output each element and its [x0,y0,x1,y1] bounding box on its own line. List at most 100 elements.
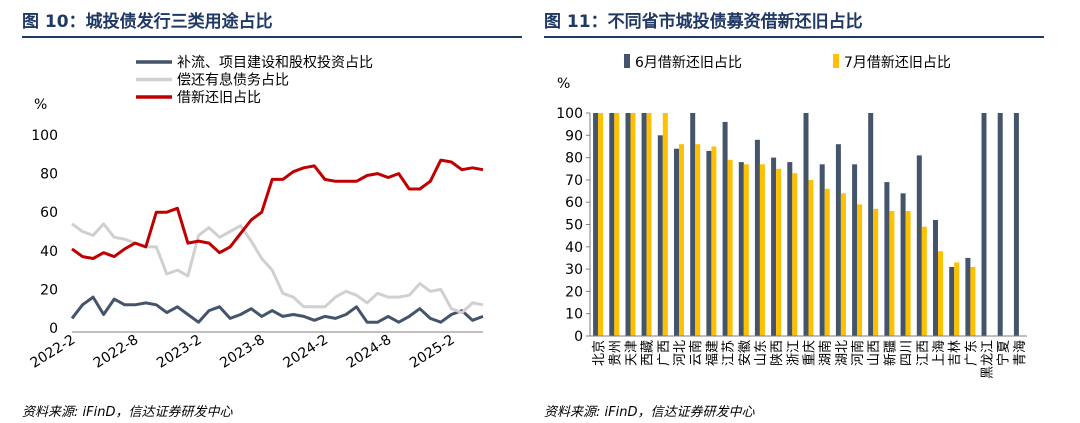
right-bar [662,113,668,336]
right-bar [808,179,814,336]
right-x-tick-label: 青海 [1013,340,1028,366]
right-bar [593,113,599,336]
right-x-tick-label: 云南 [688,340,704,366]
left-series-line [70,295,484,324]
right-y-tick-label: 50 [565,218,583,234]
right-x-tick-label: 北京 [592,340,607,366]
right-bar [852,164,858,336]
right-bar [1013,113,1019,336]
right-bar [921,226,927,336]
right-bar [706,150,712,336]
right-bar [771,157,777,336]
right-y-axis-unit: % [557,76,570,92]
right-bar [609,113,615,336]
left-legend-label: 补流、项目建设和股权投资占比 [177,55,373,71]
right-legend-swatch [833,54,839,68]
left-series-line [71,222,484,315]
right-bar [949,266,955,336]
right-y-tick-label: 20 [565,284,583,300]
right-x-tick-label: 浙江 [786,340,801,366]
right-x-tick-label: 河北 [673,340,688,366]
right-bar [884,182,890,336]
right-legend-swatch [624,54,630,68]
right-y-tick-label: 90 [565,128,583,144]
right-bar [641,113,647,336]
right-bar [727,159,733,336]
left-x-tick-label: 2024-2 [281,332,332,372]
right-x-tick-label: 江西 [916,340,931,366]
right-bar [873,208,879,336]
right-x-tick-label: 福建 [705,340,720,366]
right-bar [840,193,846,336]
left-y-tick-label: 40 [40,244,58,260]
left-x-tick-label: 2022-2 [28,332,79,372]
right-bar [630,113,636,336]
right-bar [900,193,906,336]
right-bar [824,188,830,336]
right-bar [889,211,895,336]
right-x-tick-label: 安徽 [738,340,753,366]
right-bar-chart: 6月借新还旧占比 7月借新还旧占比% 0 10 20 30 40 50 60 70 80 90 100 北… [556,54,1028,379]
right-x-tick-label: 四川 [900,340,915,366]
left-x-tick-label: 2023-2 [154,332,205,372]
right-y-tick-label: 30 [565,262,583,278]
right-y-tick-label: 40 [565,240,583,256]
left-y-tick-label: 60 [40,205,58,221]
right-source-note: 资料来源: iFinD，信达证券研发中心 [544,405,755,420]
left-legend-label: 偿还有息债务占比 [177,72,289,89]
right-x-tick-label: 山西 [867,340,882,366]
right-bar [835,144,841,336]
right-bar [711,146,717,336]
right-bar [776,168,782,337]
right-bar [905,211,911,336]
right-x-tick-label: 西藏 [641,340,656,366]
right-bar [657,135,663,336]
right-bar [938,251,943,336]
right-bar [625,113,631,336]
right-x-tick-label: 宁夏 [996,340,1012,366]
right-legend-label: 7月借新还旧占比 [844,55,951,71]
left-legend-label: 借新还旧占比 [177,90,261,106]
right-x-tick-label: 新疆 [882,340,898,366]
right-bar [916,155,922,336]
left-series-line [71,158,484,260]
right-bar [598,113,604,336]
right-panel: 图 11：不同省市城投债募资借新还旧占比 6月借新还旧占比 7月借新还旧占比% 0 1… [540,0,1080,423]
right-x-tick-label: 重庆 [802,340,818,366]
right-bar [997,113,1003,336]
right-bar [965,257,971,336]
right-x-tick-label: 上海 [932,340,947,366]
right-x-tick-label: 陕西 [770,340,785,366]
right-x-tick-label: 山东 [754,340,769,366]
right-bar [868,113,874,336]
right-bar [954,262,960,336]
left-y-tick-label: 100 [31,128,58,144]
right-bar [695,144,701,336]
right-bar [857,204,863,336]
right-bar [803,113,809,336]
right-chart-title: 图 11：不同省市城投债募资借新还旧占比 [544,12,863,32]
right-bar [674,148,679,336]
right-bar [646,113,652,336]
left-y-tick-label: 0 [49,321,58,337]
left-y-axis-unit: % [34,97,47,113]
left-x-tick-label: 2023-8 [217,332,268,372]
right-bar [679,144,684,336]
left-chart-title: 图 10：城投债发行三类用途占比 [22,12,273,32]
right-y-tick-label: 0 [574,329,583,345]
right-bar [787,162,793,336]
right-bar [743,164,749,336]
left-y-tick-label: 20 [40,282,58,298]
right-x-tick-label: 河南 [850,340,866,366]
right-legend-label: 6月借新还旧占比 [635,55,742,71]
left-panel: 图 10：城投债发行三类用途占比 补流、项目建设和股权投资占比 偿还有息债务占比借… [22,12,522,420]
right-bar [690,113,696,336]
right-bar [981,113,987,336]
right-bar [722,121,728,337]
left-x-tick-label: 2025-2 [407,332,458,372]
left-x-tick-label: 2022-8 [91,332,142,372]
right-y-tick-label: 10 [565,307,583,323]
right-y-tick-label: 100 [556,106,583,122]
right-y-tick-label: 70 [565,173,583,189]
right-bar [738,162,744,336]
